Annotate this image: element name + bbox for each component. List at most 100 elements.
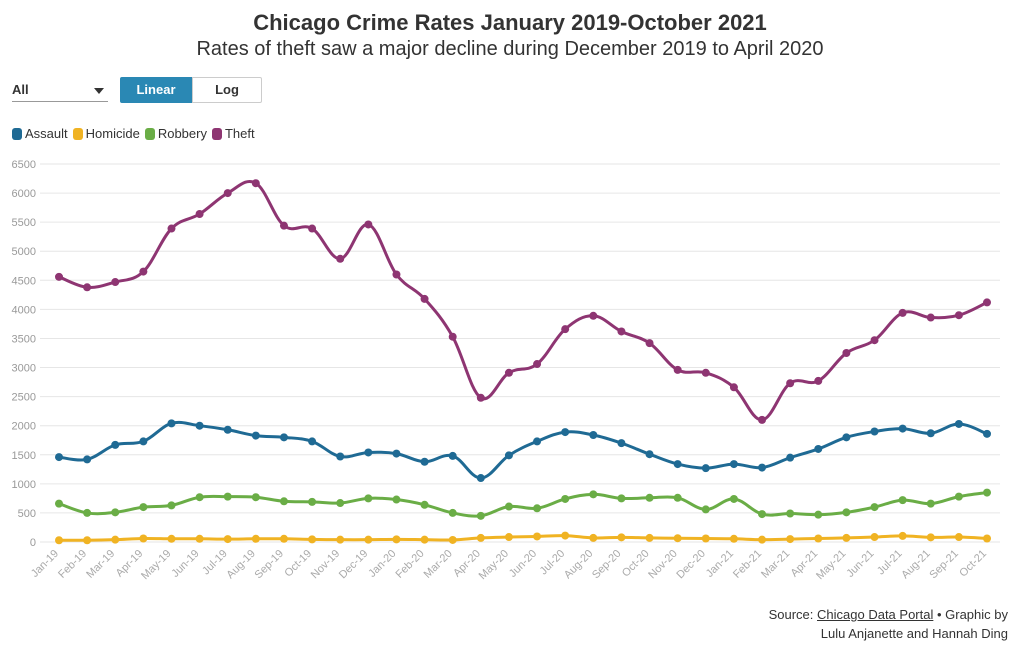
x-tick-label: Aug-20 <box>562 548 596 582</box>
data-point-homicide <box>195 534 204 543</box>
data-point-theft <box>336 254 345 263</box>
data-point-homicide <box>870 533 879 542</box>
data-point-theft <box>139 267 148 276</box>
data-point-homicide <box>729 534 738 543</box>
x-tick-label: Oct-21 <box>957 548 989 580</box>
y-tick-label: 2000 <box>12 421 36 433</box>
dropdown-value: All <box>12 82 29 97</box>
data-point-robbery <box>814 510 823 519</box>
data-point-homicide <box>308 535 317 544</box>
y-tick-label: 6000 <box>12 188 36 200</box>
data-point-theft <box>758 415 767 424</box>
x-tick-label: May-21 <box>814 548 848 582</box>
data-point-theft <box>55 272 63 281</box>
category-dropdown[interactable]: All <box>12 80 108 102</box>
data-point-robbery <box>308 497 317 506</box>
series-line-theft <box>58 179 988 422</box>
data-point-robbery <box>223 492 232 501</box>
data-point-theft <box>786 379 795 388</box>
data-point-assault <box>251 431 260 440</box>
data-point-assault <box>645 450 654 459</box>
linear-button[interactable]: Linear <box>120 77 192 103</box>
data-point-robbery <box>55 499 63 508</box>
data-point-theft <box>504 368 513 377</box>
data-point-homicide <box>898 531 907 540</box>
legend-item-theft[interactable]: Theft <box>211 126 255 141</box>
y-tick-label: 6500 <box>12 159 36 171</box>
chart-title: Chicago Crime Rates January 2019-October… <box>253 10 767 35</box>
log-button[interactable]: Log <box>192 77 262 103</box>
data-point-robbery <box>645 493 654 502</box>
data-point-theft <box>561 325 570 334</box>
data-point-assault <box>476 474 485 483</box>
data-point-assault <box>898 424 907 433</box>
series-line-homicide <box>58 534 988 542</box>
data-point-assault <box>336 452 345 461</box>
x-tick-label: May-20 <box>477 548 511 582</box>
legend-item-robbery[interactable]: Robbery <box>144 126 207 141</box>
legend-swatch <box>72 127 83 140</box>
data-point-homicide <box>448 535 457 544</box>
data-point-theft <box>279 221 288 230</box>
data-point-robbery <box>701 505 710 514</box>
data-point-assault <box>842 433 851 442</box>
data-point-assault <box>701 464 710 473</box>
series-line-robbery <box>58 491 988 518</box>
y-tick-label: 1000 <box>12 479 36 491</box>
data-point-homicide <box>336 535 345 544</box>
y-tick-label: 2500 <box>12 392 36 404</box>
data-point-homicide <box>392 535 401 544</box>
data-point-robbery <box>983 488 991 497</box>
data-point-homicide <box>673 534 682 543</box>
legend-item-homicide[interactable]: Homicide <box>72 126 140 141</box>
legend-item-assault[interactable]: Assault <box>12 126 68 141</box>
data-point-robbery <box>448 508 457 517</box>
data-point-robbery <box>251 493 260 502</box>
data-point-theft <box>701 368 710 377</box>
data-point-homicide <box>645 533 654 542</box>
data-point-assault <box>561 428 570 437</box>
data-point-homicide <box>167 534 176 543</box>
data-point-assault <box>167 419 176 428</box>
x-tick-label: Feb-19 <box>56 548 89 581</box>
data-point-robbery <box>476 511 485 520</box>
data-point-robbery <box>139 503 148 512</box>
data-point-homicide <box>111 535 120 544</box>
data-point-theft <box>673 365 682 374</box>
data-point-assault <box>954 419 963 428</box>
data-point-assault <box>392 449 401 458</box>
data-point-homicide <box>701 534 710 543</box>
data-point-theft <box>898 308 907 317</box>
data-point-assault <box>111 440 120 449</box>
x-tick-label: Sep-21 <box>927 548 961 582</box>
y-tick-label: 3500 <box>12 333 36 345</box>
x-tick-label: Jun-20 <box>507 548 539 580</box>
data-point-theft <box>926 313 935 322</box>
data-point-theft <box>364 220 373 229</box>
legend-swatch <box>12 127 22 140</box>
data-point-robbery <box>842 508 851 517</box>
source-prefix: Source: <box>768 607 818 622</box>
x-tick-label: Mar-21 <box>759 548 792 581</box>
data-point-homicide <box>842 533 851 542</box>
data-point-homicide <box>139 534 148 543</box>
source-link[interactable]: Chicago Data Portal <box>817 607 934 622</box>
data-point-theft <box>589 311 598 320</box>
x-tick-label: Mar-20 <box>422 548 455 581</box>
x-tick-label: Dec-20 <box>674 548 708 582</box>
data-point-assault <box>308 437 317 446</box>
data-point-theft <box>223 189 232 198</box>
data-point-assault <box>279 433 288 442</box>
data-point-robbery <box>673 493 682 502</box>
data-point-homicide <box>279 534 288 543</box>
data-point-robbery <box>898 496 907 505</box>
x-tick-label: Jun-19 <box>169 548 201 580</box>
y-tick-label: 0 <box>30 537 36 549</box>
data-point-homicide <box>533 532 542 541</box>
legend-label: Homicide <box>85 126 140 141</box>
x-tick-label: Nov-20 <box>646 548 680 582</box>
data-point-theft <box>870 336 879 345</box>
chevron-down-icon <box>94 88 104 94</box>
data-point-robbery <box>392 495 401 504</box>
data-point-theft <box>842 349 851 357</box>
